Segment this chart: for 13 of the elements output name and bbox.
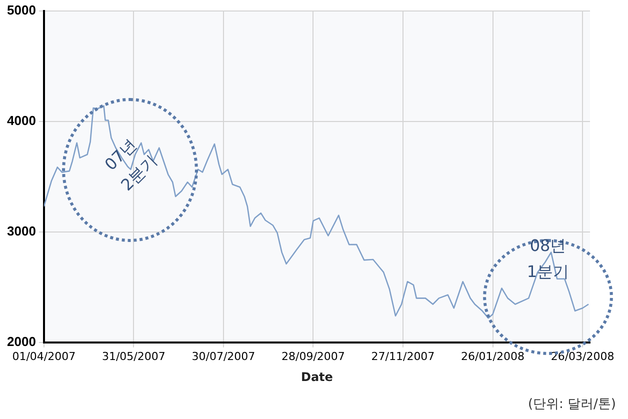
x-axis-title: Date bbox=[300, 370, 333, 384]
x-tick-label: 30/07/2007 bbox=[192, 350, 256, 363]
x-tick-label: 26/03/2008 bbox=[550, 350, 614, 363]
x-tick-label: 31/05/2007 bbox=[102, 350, 166, 363]
x-tick-label: 28/09/2007 bbox=[282, 350, 345, 363]
y-tick-label: 4000 bbox=[7, 112, 36, 128]
y-tick-label: 3000 bbox=[7, 223, 36, 238]
x-tick-label: 26/01/2008 bbox=[461, 350, 524, 363]
y-tick-label: 2000 bbox=[7, 334, 36, 349]
text: (단위: 달러/톤) bbox=[528, 396, 616, 413]
x-tick-label: 01/04/2007 bbox=[12, 350, 76, 363]
x-tick-label: 27/11/2007 bbox=[371, 350, 435, 363]
y-tick-label: 5000 bbox=[7, 2, 36, 18]
